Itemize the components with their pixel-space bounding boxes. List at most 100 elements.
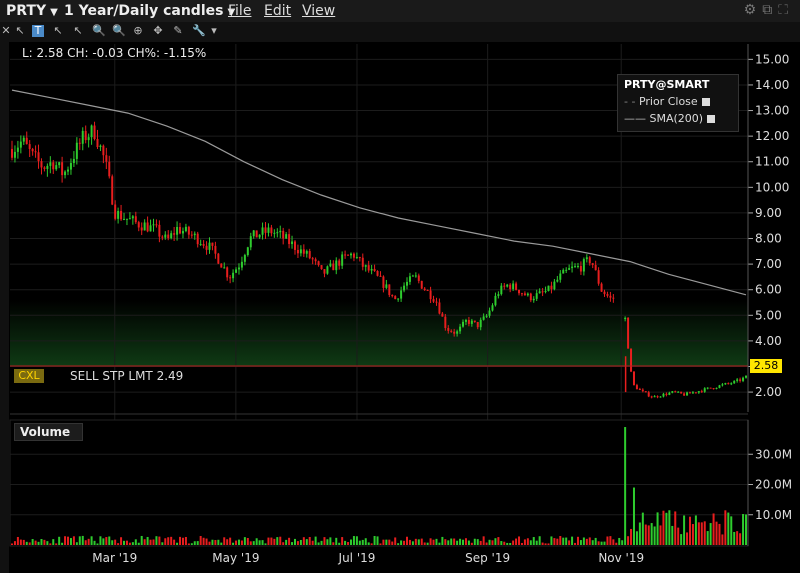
- volume-bar: [674, 511, 677, 545]
- volume-bar: [75, 542, 78, 545]
- sma-200-line: [11, 89, 747, 296]
- volume-bar: [273, 538, 276, 545]
- y-tick-label: 15.00: [755, 52, 789, 66]
- candle-body: [152, 224, 155, 226]
- candle-body: [293, 241, 296, 250]
- pan-icon[interactable]: ✥: [153, 24, 163, 37]
- candle-body: [391, 294, 394, 297]
- candle-body: [341, 254, 344, 266]
- candle-body: [632, 371, 635, 386]
- cancel-order-button[interactable]: CXL: [14, 369, 44, 383]
- volume-bar: [736, 531, 739, 545]
- volume-bar: [152, 539, 155, 545]
- wrench-icon[interactable]: 🔧: [192, 24, 206, 37]
- volume-bar: [11, 543, 13, 545]
- zoom-in-icon[interactable]: 🔍: [92, 24, 106, 37]
- candle-body: [332, 263, 335, 271]
- candle-body: [299, 249, 302, 254]
- candle-body: [28, 144, 31, 149]
- gear-icon[interactable]: ⚙: [743, 2, 763, 18]
- menu-edit[interactable]: Edit: [264, 3, 292, 19]
- volume-bar: [403, 540, 406, 545]
- volume-bar: [730, 516, 733, 545]
- candle-body: [535, 293, 538, 299]
- volume-bar: [388, 539, 391, 545]
- volume-bar: [535, 540, 538, 545]
- cursor-icon[interactable]: ↖: [73, 24, 83, 37]
- volume-bar: [167, 537, 170, 545]
- window-controls[interactable]: ⚙⧉⛶: [744, 2, 794, 18]
- candle-body: [426, 290, 429, 292]
- volume-bar: [597, 541, 600, 545]
- volume-bar: [176, 542, 179, 545]
- candle-body: [482, 316, 485, 320]
- volume-bar: [111, 540, 114, 545]
- pointer-icon[interactable]: ↖: [53, 24, 63, 37]
- volume-bar: [438, 542, 441, 545]
- arrow-icon[interactable]: ↖: [15, 24, 25, 37]
- text-tool-icon[interactable]: T: [32, 25, 44, 37]
- candle-body: [81, 130, 84, 144]
- volume-bar: [37, 541, 40, 545]
- candle-body: [476, 321, 479, 328]
- fullscreen-icon[interactable]: ⛶: [778, 2, 794, 18]
- candle-body: [579, 265, 582, 272]
- candle-body: [335, 260, 338, 271]
- volume-panel-bg: [9, 419, 749, 547]
- candle-body: [470, 320, 473, 324]
- volume-bar: [644, 524, 647, 545]
- candle-body: [376, 270, 379, 276]
- candle-body: [131, 216, 134, 219]
- candle-body: [526, 293, 529, 296]
- volume-bar: [279, 536, 282, 545]
- y-tick-label: 12.00: [755, 129, 789, 143]
- candle-body: [338, 260, 341, 266]
- legend-item-sma[interactable]: —— SMA(200): [624, 112, 716, 125]
- volume-bar: [61, 542, 64, 545]
- close-icon[interactable]: ✕: [1, 24, 11, 37]
- candle-body: [202, 244, 205, 246]
- checkbox-icon[interactable]: [701, 98, 710, 106]
- volume-bar: [506, 542, 509, 545]
- volume-bar: [270, 537, 273, 545]
- crosshair-icon[interactable]: ⊕: [133, 24, 143, 37]
- candle-body: [467, 320, 470, 324]
- candle-body: [423, 288, 426, 291]
- volume-bar: [187, 543, 190, 545]
- candle-body: [488, 310, 491, 316]
- period-selector[interactable]: 1 Year/Daily candles ▼: [64, 3, 236, 19]
- volume-bar: [618, 537, 621, 545]
- menu-file[interactable]: File: [228, 3, 252, 19]
- menu-view[interactable]: View: [302, 3, 336, 19]
- volume-bar: [58, 536, 61, 545]
- checkbox-icon[interactable]: [707, 115, 716, 123]
- volume-bar: [420, 538, 423, 545]
- volume-bar: [99, 536, 102, 545]
- zoom-out-icon[interactable]: 🔍: [112, 24, 126, 37]
- candle-body: [173, 233, 176, 235]
- volume-bar: [52, 539, 55, 545]
- candle-body: [276, 232, 279, 234]
- price-axis: 15.00 14.00 13.00 12.00 11.00 10.00 9.00 8.00 7.…: [747, 44, 789, 412]
- candle-body: [600, 283, 603, 292]
- candle-body: [64, 171, 67, 176]
- volume-bar: [612, 539, 615, 545]
- volume-bar: [28, 542, 31, 545]
- candle-body: [721, 384, 724, 386]
- last-price-tag: 2.58: [750, 359, 782, 373]
- candle-body: [568, 268, 571, 270]
- chevron-down-icon[interactable]: ▾: [211, 24, 217, 37]
- candle-body: [529, 293, 532, 301]
- volume-bar: [476, 539, 479, 545]
- popout-icon[interactable]: ⧉: [762, 2, 779, 18]
- candle-body: [677, 391, 680, 393]
- volume-bar: [630, 528, 633, 545]
- volume-bar: [67, 536, 70, 545]
- pencil-icon[interactable]: ✎: [173, 24, 183, 37]
- legend-item-prior-close[interactable]: - - Prior Close: [624, 95, 710, 108]
- candle-body: [479, 319, 482, 328]
- candle-body: [226, 267, 229, 278]
- candle-body: [532, 298, 535, 301]
- symbol-selector[interactable]: PRTY ▼: [6, 3, 58, 19]
